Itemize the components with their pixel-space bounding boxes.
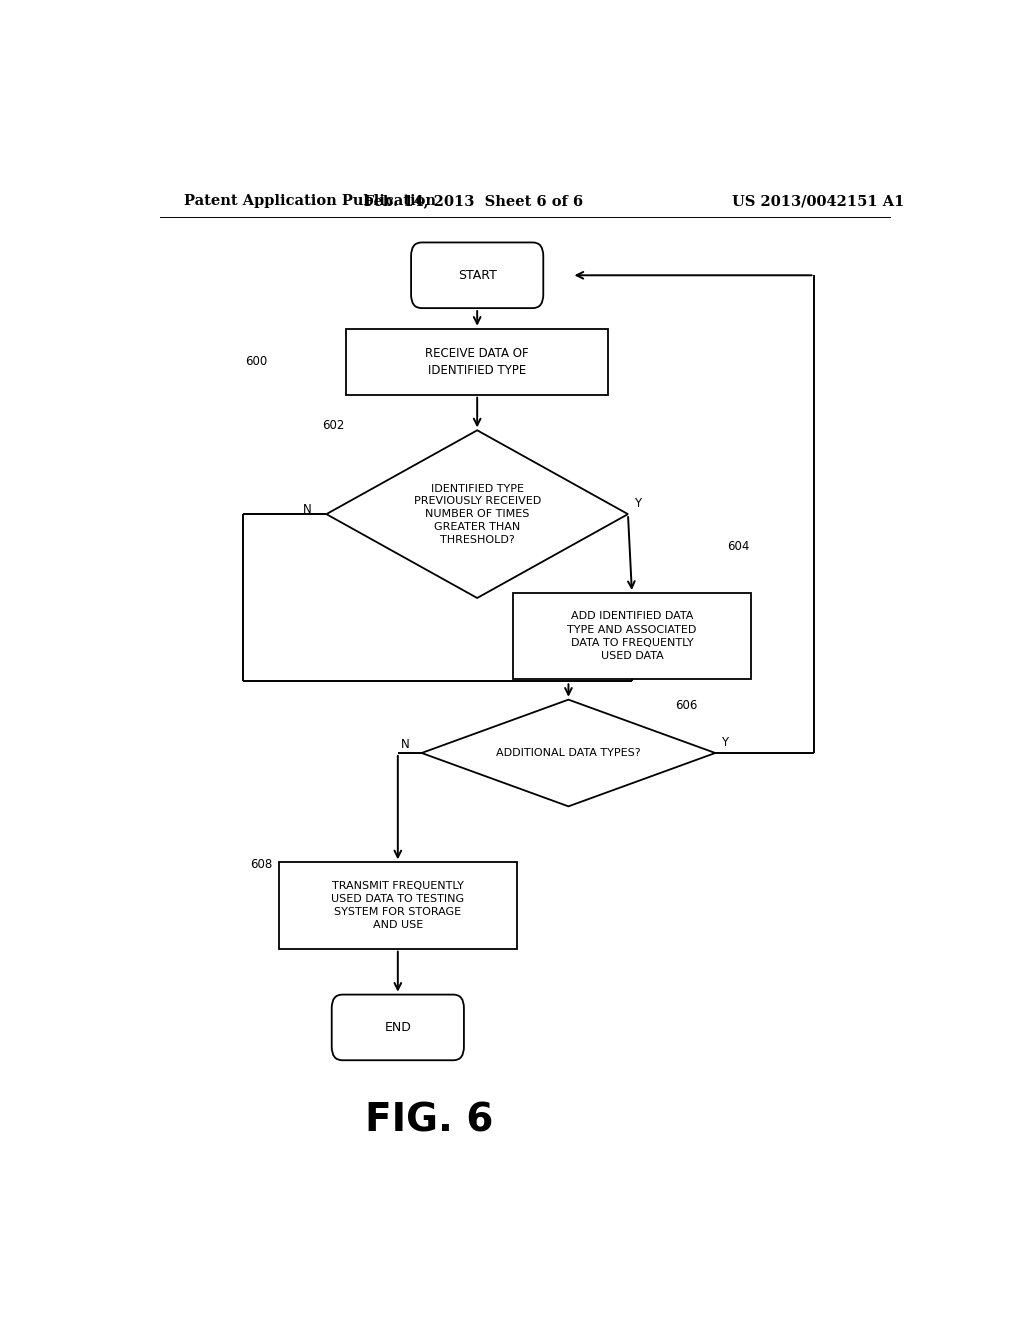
Text: N: N	[303, 503, 312, 516]
Text: ADD IDENTIFIED DATA
TYPE AND ASSOCIATED
DATA TO FREQUENTLY
USED DATA: ADD IDENTIFIED DATA TYPE AND ASSOCIATED …	[567, 611, 696, 661]
Text: START: START	[458, 269, 497, 281]
Text: 600: 600	[245, 355, 267, 368]
Bar	[346, 329, 608, 395]
FancyBboxPatch shape	[332, 994, 464, 1060]
Text: US 2013/0042151 A1: US 2013/0042151 A1	[732, 194, 904, 209]
Text: END: END	[384, 1020, 412, 1034]
Text: RECEIVE DATA OF
IDENTIFIED TYPE: RECEIVE DATA OF IDENTIFIED TYPE	[425, 347, 529, 376]
Text: 604: 604	[727, 540, 750, 553]
Bar	[513, 593, 751, 680]
Text: Y: Y	[721, 737, 728, 750]
Bar	[279, 862, 517, 949]
Text: 606: 606	[676, 698, 698, 711]
FancyBboxPatch shape	[411, 243, 544, 308]
Text: 608: 608	[250, 858, 272, 871]
Polygon shape	[327, 430, 628, 598]
Text: FIG. 6: FIG. 6	[366, 1102, 494, 1140]
Text: N: N	[401, 738, 410, 751]
Text: IDENTIFIED TYPE
PREVIOUSLY RECEIVED
NUMBER OF TIMES
GREATER THAN
THRESHOLD?: IDENTIFIED TYPE PREVIOUSLY RECEIVED NUMB…	[414, 483, 541, 545]
Text: ADDITIONAL DATA TYPES?: ADDITIONAL DATA TYPES?	[497, 748, 641, 758]
Text: TRANSMIT FREQUENTLY
USED DATA TO TESTING
SYSTEM FOR STORAGE
AND USE: TRANSMIT FREQUENTLY USED DATA TO TESTING…	[331, 880, 465, 931]
Polygon shape	[422, 700, 715, 807]
Text: Y: Y	[634, 498, 641, 511]
Text: Patent Application Publication: Patent Application Publication	[183, 194, 435, 209]
Text: Feb. 14, 2013  Sheet 6 of 6: Feb. 14, 2013 Sheet 6 of 6	[364, 194, 583, 209]
Text: 602: 602	[323, 420, 345, 432]
